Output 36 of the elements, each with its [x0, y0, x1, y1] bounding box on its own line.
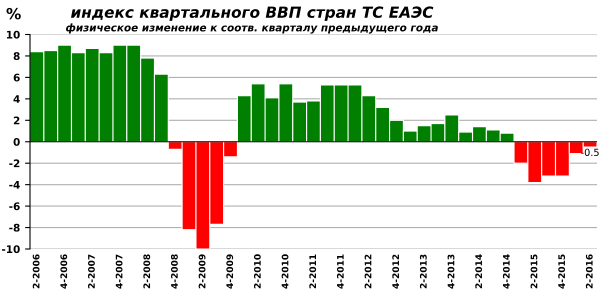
- y-tick-label: 2: [14, 116, 20, 124]
- y-tick-label: -6: [9, 202, 20, 210]
- x-tick-label: 4-2013: [448, 254, 454, 289]
- x-tick-label: 4-2012: [392, 254, 400, 289]
- chart-subtitle: физическое изменение к соотв. кварталу предыдущего года: [66, 23, 438, 34]
- x-tick-label: 2-2014: [475, 254, 482, 288]
- x-tick-label: 2-2011: [309, 254, 316, 288]
- x-tick-label: 2-2010: [254, 254, 261, 288]
- x-tick-label: 2-2007: [88, 254, 95, 288]
- x-tick-label: 2-2015: [530, 254, 538, 288]
- y-axis-title: %: [6, 8, 21, 20]
- x-tick-label: 2-2006: [32, 254, 40, 288]
- x-tick-label: 4-2009: [226, 254, 234, 289]
- data-label: -0.5: [581, 148, 599, 156]
- x-tick-label: 4-2007: [116, 254, 123, 289]
- x-tick-label: 2-2008: [143, 254, 150, 288]
- x-tick-label: 2-2012: [364, 254, 372, 288]
- y-tick-label: -4: [9, 181, 20, 189]
- y-tick-label: 4: [14, 95, 20, 103]
- y-tick-label: -2: [9, 159, 20, 168]
- x-tick-label: 2-2016: [586, 254, 593, 288]
- x-tick-label: 2-2009: [198, 254, 206, 288]
- chart-title: индекс квартального ВВП стран ТС ЕАЭС: [71, 6, 434, 21]
- x-tick-label: 4-2010: [282, 254, 288, 289]
- y-tick-label: 10: [6, 30, 20, 39]
- x-tick-label: 2-2013: [420, 254, 427, 288]
- x-tick-label: 4-2006: [60, 254, 68, 289]
- y-tick-label: 8: [14, 52, 20, 60]
- x-tick-label: 4-2008: [171, 254, 178, 289]
- y-tick-label: -8: [9, 224, 20, 232]
- y-tick-label: -10: [2, 245, 20, 254]
- y-tick-label: 6: [14, 74, 20, 82]
- x-tick-label: 4-2014: [502, 254, 510, 289]
- y-tick-label: 0: [14, 138, 20, 146]
- x-tick-label: 4-2015: [558, 254, 566, 289]
- x-tick-label: 4-2011: [336, 254, 344, 289]
